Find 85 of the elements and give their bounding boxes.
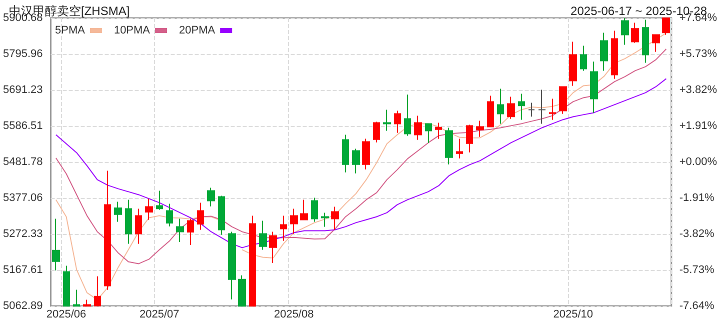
candlestick	[197, 202, 204, 230]
candlestick	[104, 170, 111, 290]
candlestick	[321, 212, 329, 228]
y2-tick-label: +0.00%	[679, 156, 718, 168]
candlestick	[456, 138, 463, 159]
y2-tick-label: -7.64%	[679, 300, 714, 312]
candlestick	[63, 265, 70, 306]
candlestick	[611, 30, 618, 80]
candlestick	[228, 231, 236, 300]
candlestick	[94, 276, 101, 306]
candlestick	[166, 203, 173, 227]
candlestick	[300, 199, 308, 220]
candlestick	[549, 98, 556, 120]
candlestick	[145, 198, 153, 220]
legend-label: 20PMA	[179, 24, 216, 36]
line-series	[55, 78, 667, 248]
candlestick	[404, 94, 411, 136]
candlestick	[73, 289, 80, 306]
candlestick	[662, 18, 670, 36]
y-tick-label: 5795.96	[2, 48, 43, 60]
y2-tick-label: -5.73%	[679, 264, 714, 276]
candlestick	[642, 19, 649, 64]
candlestick	[528, 102, 535, 118]
candlestick	[631, 22, 639, 44]
candlestick	[518, 93, 525, 120]
candlestick	[652, 34, 660, 52]
candlestick	[342, 134, 349, 173]
candlestick	[538, 89, 546, 124]
candlestick	[590, 61, 598, 114]
y-tick-label: 5062.89	[2, 300, 43, 312]
y2-tick-label: +1.91%	[679, 120, 718, 132]
candlestick	[311, 197, 318, 222]
y2-tick-label: +5.73%	[679, 48, 718, 60]
y-tick-label: 5691.23	[2, 84, 43, 96]
candlestick	[83, 299, 91, 306]
candlestick	[259, 220, 267, 250]
candlestick	[331, 206, 339, 230]
candlestick	[352, 148, 360, 174]
candlestick	[497, 88, 504, 124]
candlestick	[466, 124, 473, 153]
x-tick-label: 2025/10	[553, 308, 594, 320]
y2-tick-label: -1.91%	[679, 192, 714, 204]
candlestick	[425, 123, 432, 144]
candlestick	[362, 138, 370, 170]
candlestick	[187, 218, 194, 246]
candlestick	[207, 187, 215, 207]
candlestick	[125, 199, 132, 244]
candlestick	[507, 96, 515, 120]
candlestick	[580, 45, 587, 72]
candlestick	[383, 109, 391, 132]
candlestick	[280, 215, 287, 242]
y-tick-label: 5167.61	[2, 264, 43, 276]
y-tick-label: 5272.33	[2, 228, 43, 240]
candlestick	[559, 86, 567, 114]
candlestick	[290, 208, 298, 234]
candlestick	[445, 127, 453, 165]
candlestick	[487, 95, 494, 128]
candlestick	[269, 231, 277, 264]
candlestick	[218, 195, 225, 236]
x-tick-label: 2025/08	[274, 308, 314, 320]
x-tick-label: 2025/07	[139, 308, 180, 320]
candlestick	[249, 215, 256, 306]
candlestick	[52, 218, 60, 271]
candlestick	[238, 274, 246, 306]
candlestick	[476, 120, 484, 138]
candlestick	[621, 18, 629, 46]
candlestick	[394, 110, 401, 134]
candlestick	[414, 115, 422, 140]
candlestick	[373, 121, 380, 143]
candlestick	[176, 218, 184, 243]
candlestick	[156, 190, 163, 210]
candlestick	[569, 41, 577, 86]
candlestick	[435, 122, 442, 140]
y-tick-label: 5481.78	[2, 156, 43, 168]
legend-label: 5PMA	[54, 24, 86, 36]
candlestick	[114, 201, 122, 222]
y-tick-label: 5586.51	[2, 120, 43, 132]
line-series	[55, 48, 667, 264]
legend-label: 10PMA	[114, 24, 151, 36]
y-tick-label: 5377.06	[2, 192, 43, 204]
x-tick-label: 2025/06	[46, 308, 86, 320]
candlestick	[135, 208, 142, 244]
y2-tick-label: +3.82%	[679, 84, 718, 96]
candlestick	[600, 32, 608, 72]
y2-tick-label: -3.82%	[679, 228, 714, 240]
